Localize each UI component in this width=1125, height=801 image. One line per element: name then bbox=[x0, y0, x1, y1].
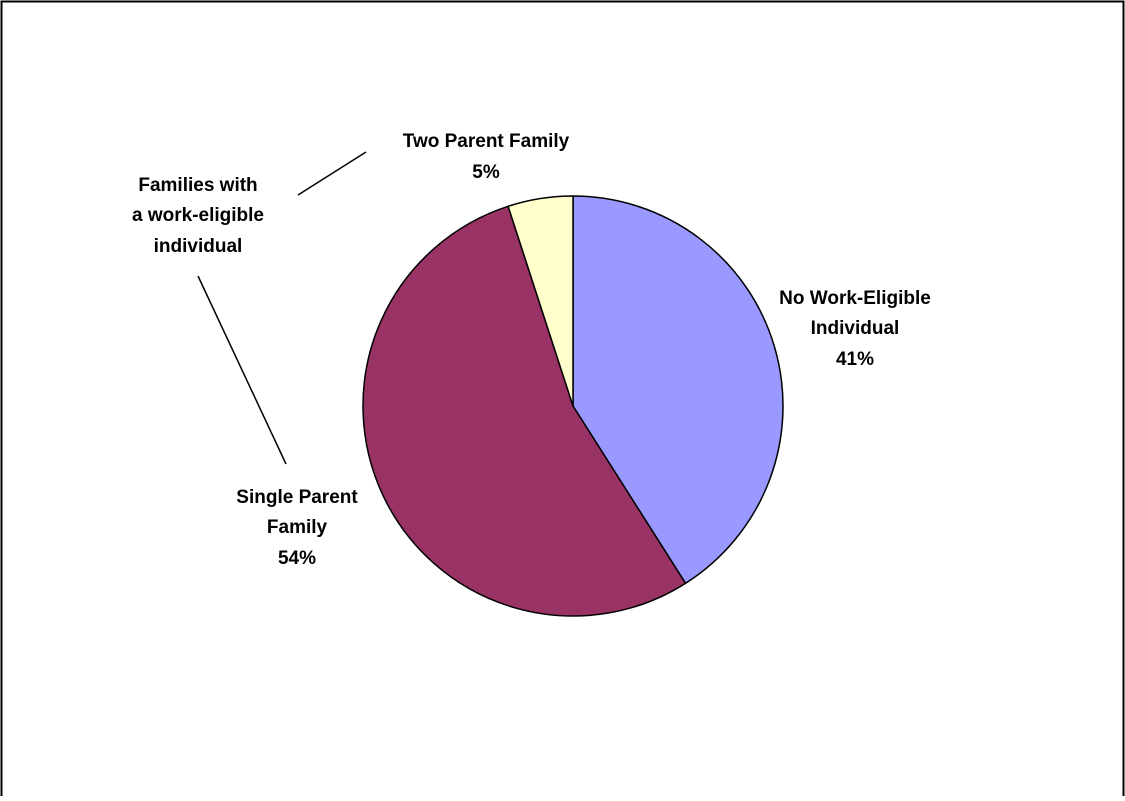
slice-value-single-parent: 54% bbox=[278, 548, 316, 569]
slice-label-two-parent: Two Parent Family 5% bbox=[403, 131, 570, 183]
slice-label-single-parent-line-1: Single Parent bbox=[236, 487, 358, 508]
slice-value-no-work-eligible: 41% bbox=[836, 349, 874, 370]
annotation-leader-to-two-parent bbox=[297, 151, 367, 196]
slice-no-work-eligible bbox=[572, 195, 784, 585]
slice-label-two-parent-line-1: Two Parent Family bbox=[403, 131, 570, 152]
annotation-line-1: Families with bbox=[138, 175, 257, 196]
slice-label-no-work-eligible: No Work-Eligible Individual 41% bbox=[779, 288, 931, 370]
pie-slices bbox=[362, 195, 784, 617]
slice-label-single-parent-line-2: Family bbox=[267, 517, 328, 538]
slice-value-two-parent: 5% bbox=[472, 162, 500, 183]
annotation-line-3: individual bbox=[154, 236, 243, 257]
slice-two-parent bbox=[507, 195, 574, 407]
annotation-families-work-eligible: Families with a work-eligible individual bbox=[132, 151, 367, 465]
slice-single-parent bbox=[362, 205, 687, 617]
annotation-line-2: a work-eligible bbox=[132, 205, 264, 226]
slice-label-no-work-eligible-line-2: Individual bbox=[811, 318, 900, 339]
annotation-leader-to-single-parent bbox=[197, 275, 287, 465]
slice-label-single-parent: Single Parent Family 54% bbox=[236, 487, 358, 569]
slice-label-no-work-eligible-line-1: No Work-Eligible bbox=[779, 288, 931, 309]
